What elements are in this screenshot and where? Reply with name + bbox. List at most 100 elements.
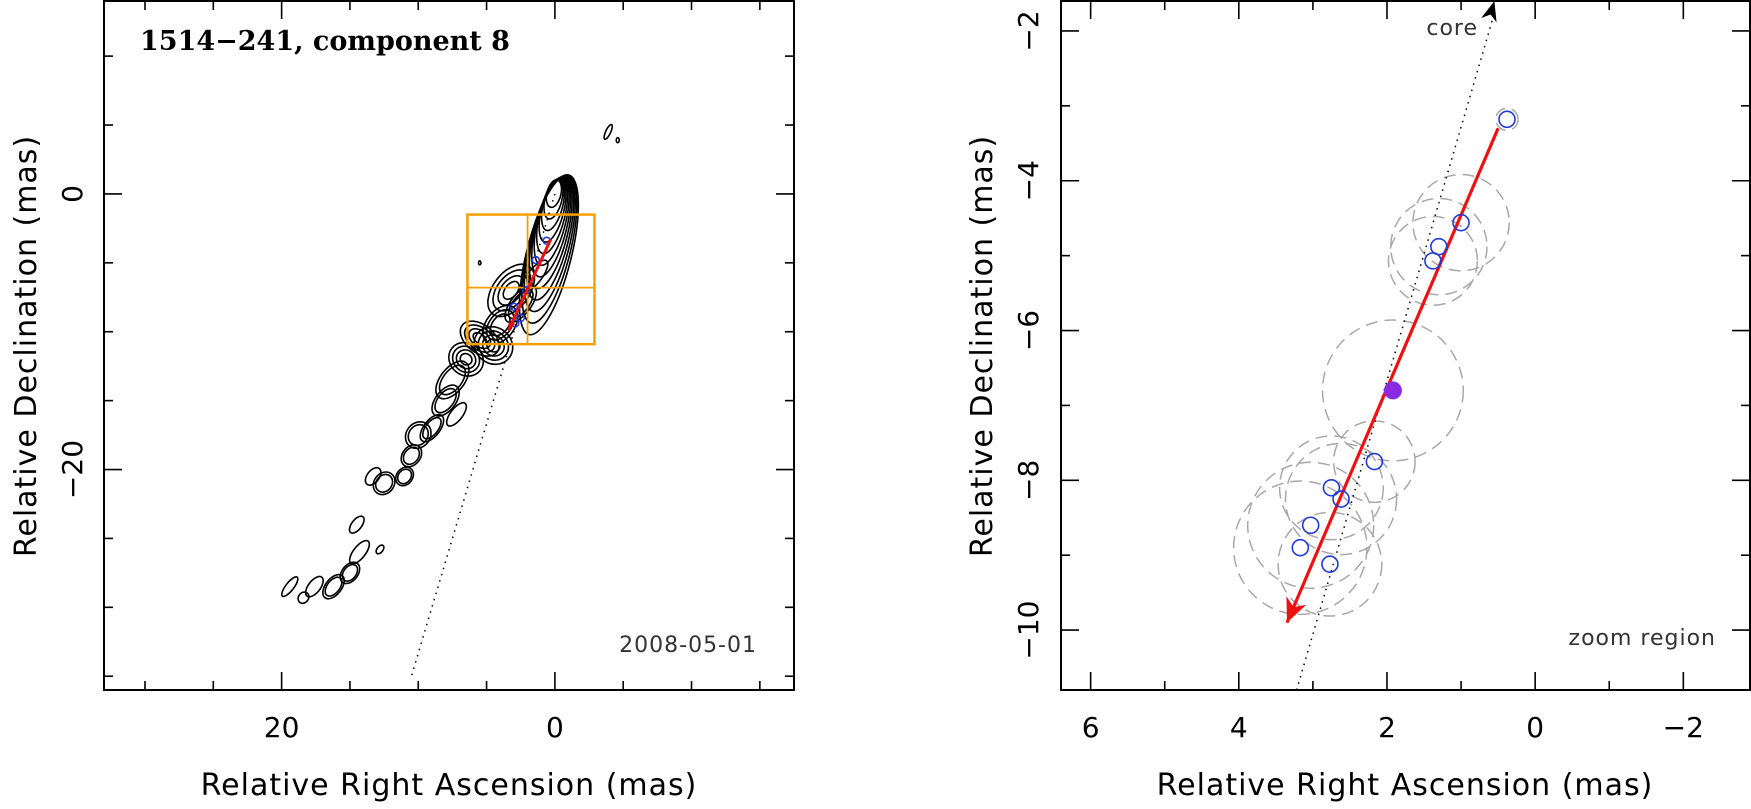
jet-contour <box>339 561 361 585</box>
core-label: core <box>1426 16 1478 41</box>
component-position <box>1321 555 1339 573</box>
jet-contour <box>477 260 482 266</box>
uncertainty-ring <box>1332 420 1416 504</box>
component-marker <box>531 255 541 265</box>
mean-position-marker <box>1383 381 1402 400</box>
jet-contour <box>603 123 614 141</box>
uncertainty-ring <box>1495 107 1519 132</box>
right-plot-frame <box>1060 0 1751 691</box>
zoom-region-label: zoom region <box>1569 626 1716 651</box>
left-panel: 20 0 0 −20 1514−241, component 8 2008-05-01… <box>9 0 795 803</box>
right-tick-labels: 6 4 2 0 −2 −2 −4 −6 −8 −10 <box>1012 10 1704 744</box>
x-tick-label: 4 <box>1230 711 1248 744</box>
component-position <box>1301 516 1320 535</box>
jet-contour <box>364 466 382 486</box>
jet-contour <box>372 471 396 496</box>
jet-contour <box>374 473 394 493</box>
jet-contour <box>402 446 421 466</box>
component-position <box>1424 252 1442 270</box>
left-tick-labels: 20 0 0 −20 <box>56 185 564 744</box>
left-plot-frame <box>103 0 795 691</box>
jet-contour <box>396 468 413 485</box>
motion-vector <box>507 238 553 331</box>
mean-uncertainty-ring <box>1321 319 1465 462</box>
y-tick-label: −10 <box>1012 601 1045 660</box>
x-tick-label: 0 <box>1526 711 1544 744</box>
arrow-head <box>508 320 516 331</box>
component-marker <box>516 313 525 323</box>
core-direction-line <box>1295 1 1497 691</box>
y-tick-label: −4 <box>1012 160 1045 201</box>
jet-contour <box>400 443 423 468</box>
uncertainty-ring <box>1246 461 1375 589</box>
jet-contour <box>322 573 346 600</box>
uncertainty-ring <box>1232 480 1368 616</box>
jet-contour <box>304 575 324 598</box>
jet-contour <box>438 364 467 396</box>
jet-contour <box>297 591 310 605</box>
arrow-shaft <box>507 238 553 331</box>
uncertainty-ring <box>1284 442 1398 556</box>
core-line <box>1295 12 1496 691</box>
jet-contour <box>434 387 457 414</box>
y-tick-label: −6 <box>1012 310 1045 351</box>
jet-contour <box>445 401 468 427</box>
jet-contour <box>448 341 485 377</box>
jet-contour <box>375 544 385 555</box>
jet-contour <box>280 576 299 598</box>
right-ylabel: Relative Declination (mas) <box>965 135 1000 557</box>
component-position <box>1322 478 1341 497</box>
jet-contour <box>487 263 536 318</box>
right-panel: 6 4 2 0 −2 −2 −4 −6 −8 −10 core zoom region Relat… <box>965 0 1751 803</box>
arrow-head <box>1286 596 1307 623</box>
left-axis-ticks <box>104 1 794 690</box>
y-tick-label: −2 <box>1012 10 1045 51</box>
uncertainty-ring <box>1277 511 1383 617</box>
x-tick-label: −2 <box>1663 711 1704 744</box>
left-xlabel: Relative Right Ascension (mas) <box>201 768 698 803</box>
jet-contour <box>431 384 460 417</box>
y-tick-label: −20 <box>56 440 89 499</box>
left-date: 2008-05-01 <box>619 633 757 658</box>
arrow-shaft <box>1285 127 1500 624</box>
component-positions <box>1291 110 1516 573</box>
jet-contour <box>455 349 477 370</box>
right-axis-ticks <box>1061 1 1750 690</box>
jet-contour <box>459 352 473 366</box>
left-title: 1514−241, component 8 <box>140 26 510 57</box>
x-tick-label: 0 <box>546 711 564 744</box>
zoom-box-rect <box>466 213 596 346</box>
x-tick-label: 20 <box>264 711 300 744</box>
jet-contour <box>502 280 520 301</box>
component-markers <box>509 236 551 328</box>
x-tick-label: 6 <box>1082 711 1100 744</box>
component-marker <box>509 302 519 312</box>
component-position <box>1291 538 1310 557</box>
jet-contour <box>497 274 526 306</box>
jet-contour <box>394 466 415 487</box>
uncertainty-ring <box>1389 197 1488 296</box>
uncertainty-rings <box>1232 107 1519 617</box>
y-tick-label: −8 <box>1012 460 1045 501</box>
zoom-region-box <box>466 213 596 346</box>
jet-contour <box>451 345 481 374</box>
motion-vector <box>1285 127 1500 624</box>
component-position <box>1452 213 1470 232</box>
jet-contour <box>407 423 430 447</box>
jet-contour <box>348 515 365 534</box>
jet-contours <box>280 123 621 605</box>
component-position <box>1498 110 1516 129</box>
component-position <box>1332 490 1350 508</box>
right-xlabel: Relative Right Ascension (mas) <box>1157 768 1654 803</box>
jet-contour <box>324 576 343 597</box>
uncertainty-ring <box>1412 173 1510 272</box>
jet-contour <box>459 320 500 357</box>
core-arrow-head <box>1481 1 1497 23</box>
y-tick-label: 0 <box>56 185 89 203</box>
jet-contour <box>481 334 505 357</box>
left-ylabel: Relative Declination (mas) <box>9 135 44 557</box>
jet-contour <box>615 136 621 144</box>
uncertainty-ring <box>1387 215 1479 307</box>
component-position <box>1365 452 1384 471</box>
